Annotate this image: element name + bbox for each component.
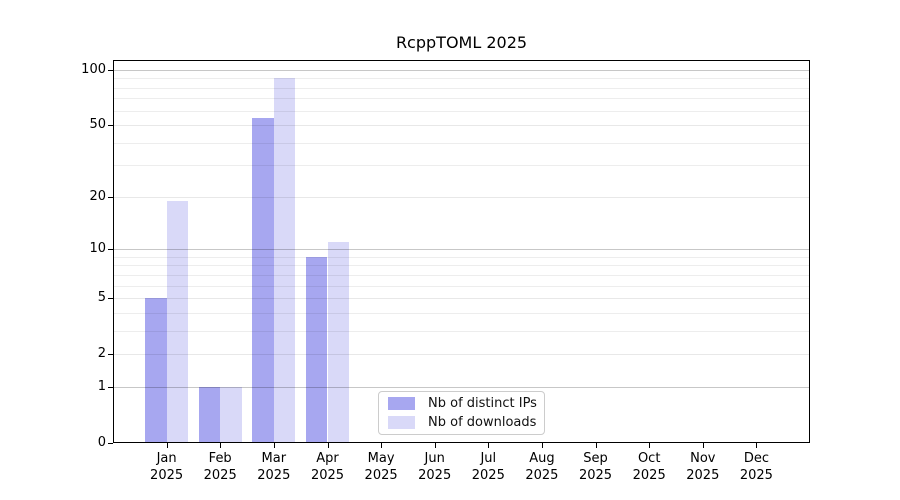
legend-swatch-downloads <box>388 415 415 429</box>
y-tick-label-100: 100 <box>81 61 106 77</box>
y-tick-0 <box>108 443 113 444</box>
plot-area <box>113 60 810 443</box>
x-tick-label-mar: Mar 2025 <box>257 451 291 483</box>
gridline-y-80 <box>113 87 810 89</box>
y-tick-label-5: 5 <box>97 290 106 306</box>
legend-label-distinct-ips: Nb of distinct IPs <box>428 396 537 412</box>
x-tick-label-jan: Jan 2025 <box>150 451 184 483</box>
gridline-y-6 <box>113 285 810 287</box>
gridline-y-90 <box>113 78 810 80</box>
bar-apr-downloads <box>327 242 349 443</box>
x-tick-label-sep: Sep 2025 <box>578 451 613 483</box>
y-tick-50 <box>108 125 113 126</box>
y-tick-5 <box>108 298 113 300</box>
x-tick-nov <box>702 443 704 448</box>
gridline-y-100 <box>113 69 810 71</box>
x-tick-label-dec: Dec 2025 <box>739 451 773 483</box>
gridline-y-60 <box>113 110 810 112</box>
x-tick-label-apr: Apr 2025 <box>310 451 345 483</box>
x-tick-label-may: May 2025 <box>364 451 398 483</box>
y-tick-20 <box>108 196 113 198</box>
x-tick-jun <box>434 443 436 448</box>
bar-mar-distinct-ips <box>252 117 274 443</box>
x-tick-mar <box>273 443 275 448</box>
legend-swatch-distinct-ips <box>388 397 415 411</box>
bar-feb-downloads <box>220 386 242 443</box>
chart-title: RcppTOML 2025 <box>395 33 528 52</box>
y-tick-10 <box>108 249 113 251</box>
gridline-y-3 <box>113 330 810 332</box>
x-tick-aug <box>541 443 543 448</box>
legend: Nb of distinct IPs Nb of downloads <box>378 391 545 435</box>
gridline-y-10 <box>113 249 810 251</box>
x-tick-dec <box>756 443 758 448</box>
gridline-y-70 <box>113 98 810 100</box>
y-tick-100 <box>108 69 113 71</box>
x-tick-jan <box>166 443 168 448</box>
x-tick-label-jun: Jun 2025 <box>418 451 452 483</box>
y-tick-label-0: 0 <box>97 435 106 450</box>
bar-jan-distinct-ips <box>145 298 167 443</box>
gridline-y-4 <box>113 312 810 314</box>
gridline-y-9 <box>113 256 810 258</box>
y-tick-label-50: 50 <box>89 117 106 132</box>
legend-label-downloads: Nb of downloads <box>428 414 537 430</box>
y-tick-label-1: 1 <box>97 378 106 394</box>
y-tick-2 <box>108 354 113 356</box>
x-tick-label-nov: Nov 2025 <box>686 451 720 483</box>
gridline-y-5 <box>113 298 810 300</box>
y-tick-label-20: 20 <box>89 188 106 204</box>
y-tick-label-10: 10 <box>89 241 106 257</box>
x-tick-may <box>381 443 383 448</box>
x-tick-jul <box>488 443 490 448</box>
x-tick-label-oct: Oct 2025 <box>632 451 666 483</box>
y-tick-label-2: 2 <box>97 346 106 362</box>
x-tick-oct <box>649 443 651 448</box>
x-tick-label-aug: Aug 2025 <box>525 451 559 483</box>
bar-jan-downloads <box>166 200 188 443</box>
legend-item-distinct-ips: Nb of distinct IPs <box>388 396 537 412</box>
gridline-y-40 <box>113 142 810 144</box>
bar-apr-distinct-ips <box>306 256 328 443</box>
x-tick-feb <box>220 443 222 448</box>
gridline-y-2 <box>113 354 810 356</box>
gridline-y-1 <box>113 386 810 388</box>
y-tick-1 <box>108 386 113 388</box>
gridline-y-8 <box>113 265 810 267</box>
bar-feb-distinct-ips <box>198 386 221 443</box>
gridline-y-50 <box>113 125 810 126</box>
gridline-y-20 <box>113 196 810 198</box>
gridline-y-7 <box>113 274 810 276</box>
x-tick-label-feb: Feb 2025 <box>203 451 237 483</box>
gridline-y-30 <box>113 165 810 167</box>
x-tick-apr <box>327 443 329 448</box>
x-tick-label-jul: Jul 2025 <box>471 451 505 483</box>
legend-item-downloads: Nb of downloads <box>388 414 537 431</box>
bar-mar-downloads <box>273 78 296 443</box>
x-tick-sep <box>595 443 597 448</box>
